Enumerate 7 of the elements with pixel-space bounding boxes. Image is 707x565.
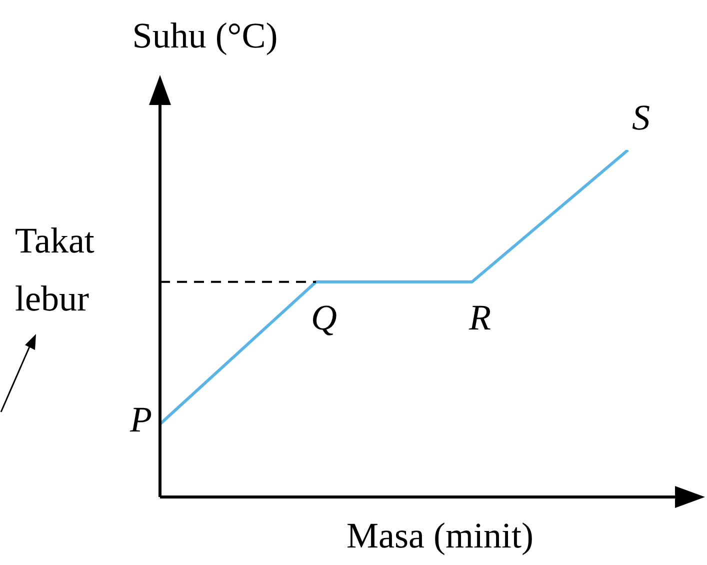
y-axis-title: Suhu (°C) bbox=[132, 15, 278, 56]
text: P bbox=[129, 400, 152, 440]
annotation: Q bbox=[311, 297, 337, 338]
text: S bbox=[632, 97, 650, 138]
annotation: R bbox=[468, 297, 491, 338]
ref-line-label: Takat lebur bbox=[15, 220, 94, 318]
x-axis-title: Masa (minit) bbox=[346, 515, 534, 556]
